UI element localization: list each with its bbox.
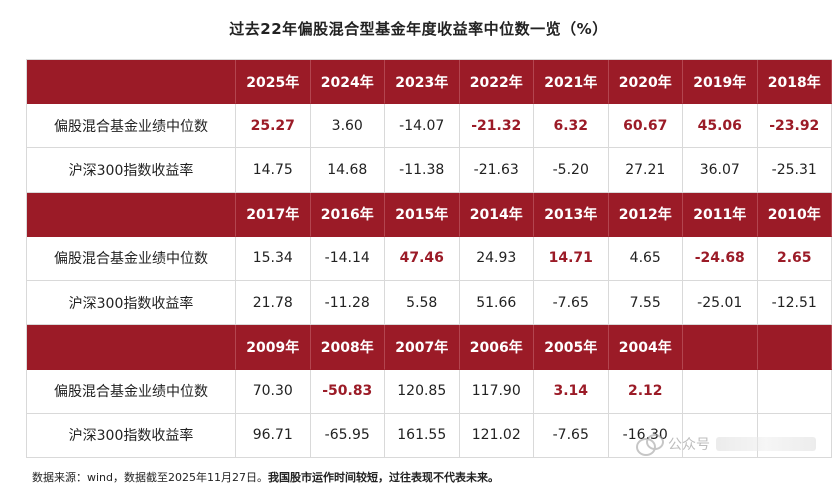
csi300-return-cell: -11.38 — [385, 148, 460, 193]
fund-median-cell: -24.68 — [683, 236, 758, 282]
csi300-return-cell: -25.01 — [683, 281, 758, 326]
year-header-cell — [757, 325, 832, 370]
csi300-return-cell: -12.51 — [757, 281, 832, 326]
fund-median-cell: 6.32 — [534, 104, 609, 149]
year-header-cell — [683, 325, 758, 370]
csi300-return-cell: -25.31 — [757, 148, 832, 193]
year-header-cell: 2008年 — [310, 325, 385, 370]
row-label-fund-median: 偏股混合基金业绩中位数 — [27, 369, 236, 414]
csi300-return-cell: 5.58 — [385, 281, 460, 326]
csi300-return-cell: -5.20 — [534, 148, 609, 193]
fund-median-cell: -14.07 — [385, 104, 460, 149]
fund-median-cell: 2.65 — [757, 236, 832, 282]
row-label-fund-median: 偏股混合基金业绩中位数 — [27, 104, 236, 149]
header-corner-cell — [27, 60, 236, 105]
csi300-return-cell: 7.55 — [608, 281, 683, 326]
csi300-return-cell: 161.55 — [385, 413, 460, 458]
year-header-cell: 2022年 — [459, 60, 534, 105]
csi300-return-cell: 14.68 — [310, 148, 385, 193]
fund-median-cell — [683, 369, 758, 414]
footnote: 数据来源：wind，数据截至2025年11月27日。我国股市运作时间较短，过往表… — [32, 469, 499, 485]
year-header-cell: 2007年 — [385, 325, 460, 370]
csi300-return-cell: 36.07 — [683, 148, 758, 193]
fund-median-cell: 47.46 — [385, 236, 460, 282]
fund-median-cell: 3.60 — [310, 104, 385, 149]
watermark-blur — [716, 437, 816, 451]
year-header-cell: 2021年 — [534, 60, 609, 105]
year-header-cell: 2010年 — [757, 192, 832, 237]
header-corner-cell — [27, 325, 236, 370]
year-header-cell: 2016年 — [310, 192, 385, 237]
wechat-icon — [636, 434, 664, 456]
year-header-cell: 2011年 — [683, 192, 758, 237]
year-header-cell: 2009年 — [236, 325, 311, 370]
year-header-cell: 2015年 — [385, 192, 460, 237]
fund-median-cell: 14.71 — [534, 236, 609, 282]
year-header-cell: 2024年 — [310, 60, 385, 105]
fund-median-cell: 25.27 — [236, 104, 311, 149]
fund-median-cell: 120.85 — [385, 369, 460, 414]
csi300-return-cell — [683, 413, 758, 458]
csi300-return-cell: 121.02 — [459, 413, 534, 458]
csi300-return-cell: -65.95 — [310, 413, 385, 458]
csi300-return-cell: 27.21 — [608, 148, 683, 193]
year-header-cell: 2023年 — [385, 60, 460, 105]
header-corner-cell — [27, 192, 236, 237]
row-label-fund-median: 偏股混合基金业绩中位数 — [27, 236, 236, 282]
fund-median-cell — [757, 369, 832, 414]
row-label-csi300: 沪深300指数收益率 — [27, 281, 236, 326]
csi300-return-cell: -11.28 — [310, 281, 385, 326]
fund-returns-table: 2025年 2024年 2023年 2022年 2021年 2020年 2019年 2018年… — [26, 59, 832, 458]
csi300-return-cell: -7.65 — [534, 413, 609, 458]
fund-median-cell: 60.67 — [608, 104, 683, 149]
csi300-return-cell: 14.75 — [236, 148, 311, 193]
year-header-cell: 2017年 — [236, 192, 311, 237]
csi300-return-cell: -7.65 — [534, 281, 609, 326]
page-title: 过去22年偏股混合型基金年度收益率中位数一览（%） — [229, 20, 608, 38]
year-header-cell: 2005年 — [534, 325, 609, 370]
watermark-text: 公众号 — [668, 437, 710, 453]
watermark: 公众号 — [636, 432, 816, 456]
year-header-cell: 2019年 — [683, 60, 758, 105]
row-label-csi300: 沪深300指数收益率 — [27, 413, 236, 458]
fund-median-cell: 4.65 — [608, 236, 683, 282]
year-header-cell: 2004年 — [608, 325, 683, 370]
year-header-cell: 2012年 — [608, 192, 683, 237]
fund-median-cell: 45.06 — [683, 104, 758, 149]
year-header-cell: 2006年 — [459, 325, 534, 370]
fund-median-cell: -21.32 — [459, 104, 534, 149]
csi300-return-cell: 96.71 — [236, 413, 311, 458]
year-header-cell: 2013年 — [534, 192, 609, 237]
year-header-cell: 2025年 — [236, 60, 311, 105]
disclaimer-note: 我国股市运作时间较短，过往表现不代表未来。 — [268, 471, 499, 484]
csi300-return-cell: 51.66 — [459, 281, 534, 326]
source-note: 数据来源：wind，数据截至2025年11月27日。 — [32, 471, 268, 484]
fund-median-cell: 15.34 — [236, 236, 311, 282]
csi300-return-cell: 21.78 — [236, 281, 311, 326]
year-header-cell: 2014年 — [459, 192, 534, 237]
fund-median-cell: 2.12 — [608, 369, 683, 414]
fund-median-cell: -50.83 — [310, 369, 385, 414]
fund-median-cell: -23.92 — [757, 104, 832, 149]
fund-median-cell: 3.14 — [534, 369, 609, 414]
row-label-csi300: 沪深300指数收益率 — [27, 148, 236, 193]
fund-median-cell: 70.30 — [236, 369, 311, 414]
year-header-cell: 2020年 — [608, 60, 683, 105]
csi300-return-cell: -21.63 — [459, 148, 534, 193]
fund-median-cell: 24.93 — [459, 236, 534, 282]
fund-median-cell: 117.90 — [459, 369, 534, 414]
csi300-return-cell — [757, 413, 832, 458]
year-header-cell: 2018年 — [757, 60, 832, 105]
fund-median-cell: -14.14 — [310, 236, 385, 282]
